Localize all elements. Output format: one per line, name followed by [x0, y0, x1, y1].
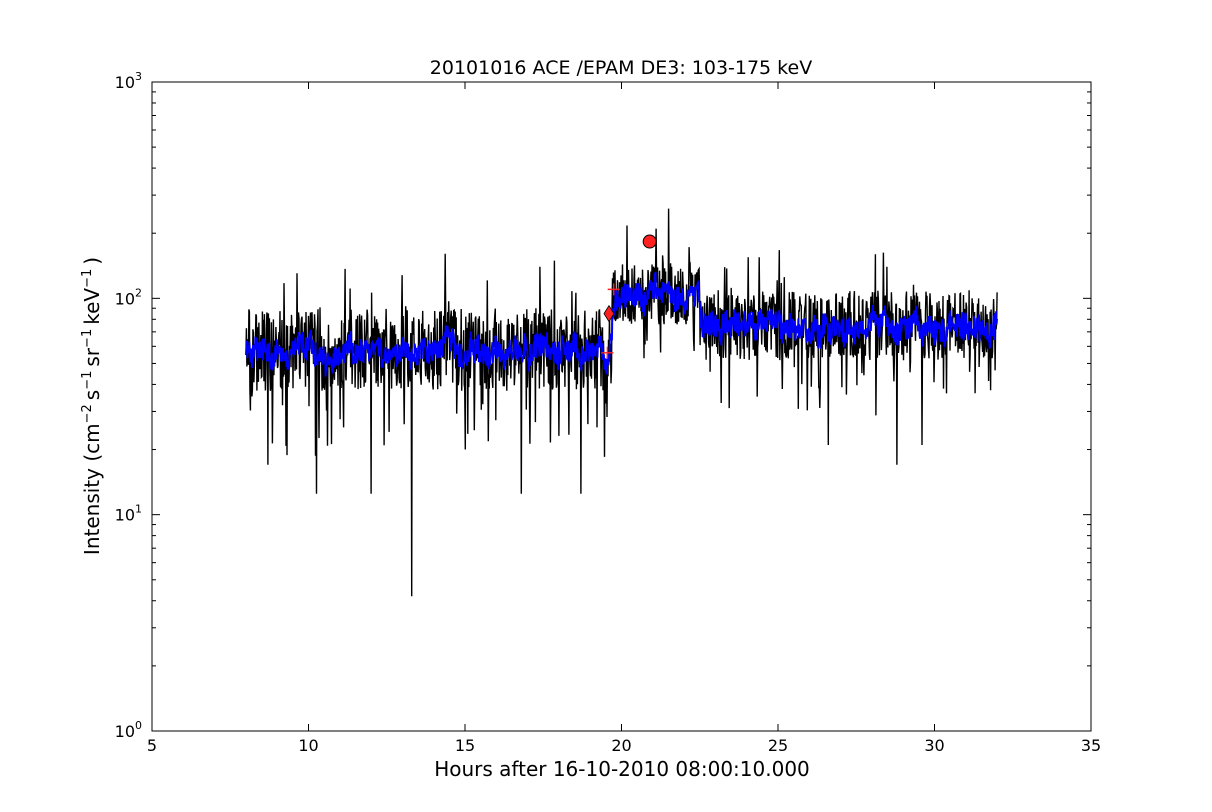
- series-line-smoothed: [245, 271, 998, 377]
- x-axis: 5 10 15 20 25 30 35: [147, 82, 1101, 755]
- marker-plus: [601, 346, 614, 359]
- y-axis-label-exp: −2: [80, 404, 95, 423]
- x-tick-label: 20: [611, 736, 631, 755]
- chart-title: 20101016 ACE /EPAM DE3: 103-175 keV: [430, 57, 812, 79]
- marker-plus: [607, 283, 620, 296]
- x-tick-label: 25: [768, 736, 788, 755]
- marker-diamond: [603, 304, 615, 323]
- y-axis-label-unit: keV: [80, 288, 104, 325]
- x-tick-label: 15: [455, 736, 475, 755]
- x-tick-label: 5: [147, 736, 157, 755]
- x-tick-label: 35: [1081, 736, 1101, 755]
- y-tick-label: 100: [115, 719, 142, 741]
- y-tick-label: 101: [115, 503, 142, 525]
- series-layer: [245, 208, 998, 597]
- y-axis: 100 101 102 103: [115, 70, 1091, 741]
- y-axis-label-exp: −1: [80, 371, 95, 390]
- y-axis-label-unit: s: [80, 390, 104, 400]
- y-axis-label: Intensity (cm−2s−1sr−1keV−1): [80, 257, 104, 555]
- marker-layer: [601, 234, 657, 359]
- y-tick-label: 102: [115, 286, 142, 308]
- y-axis-label-unit: sr: [80, 347, 104, 366]
- x-axis-label: Hours after 16-10-2010 08:00:10.000: [434, 757, 810, 781]
- y-axis-label-close: ): [80, 257, 104, 265]
- y-tick-label: 103: [115, 70, 142, 92]
- x-tick-label: 10: [298, 736, 318, 755]
- plot-area: [245, 208, 998, 597]
- y-axis-label-main: Intensity (cm: [80, 423, 104, 555]
- marker-circle: [642, 234, 657, 249]
- y-axis-label-exp: −1: [80, 329, 95, 348]
- y-axis-label-exp: −1: [80, 269, 95, 288]
- x-tick-label: 30: [924, 736, 944, 755]
